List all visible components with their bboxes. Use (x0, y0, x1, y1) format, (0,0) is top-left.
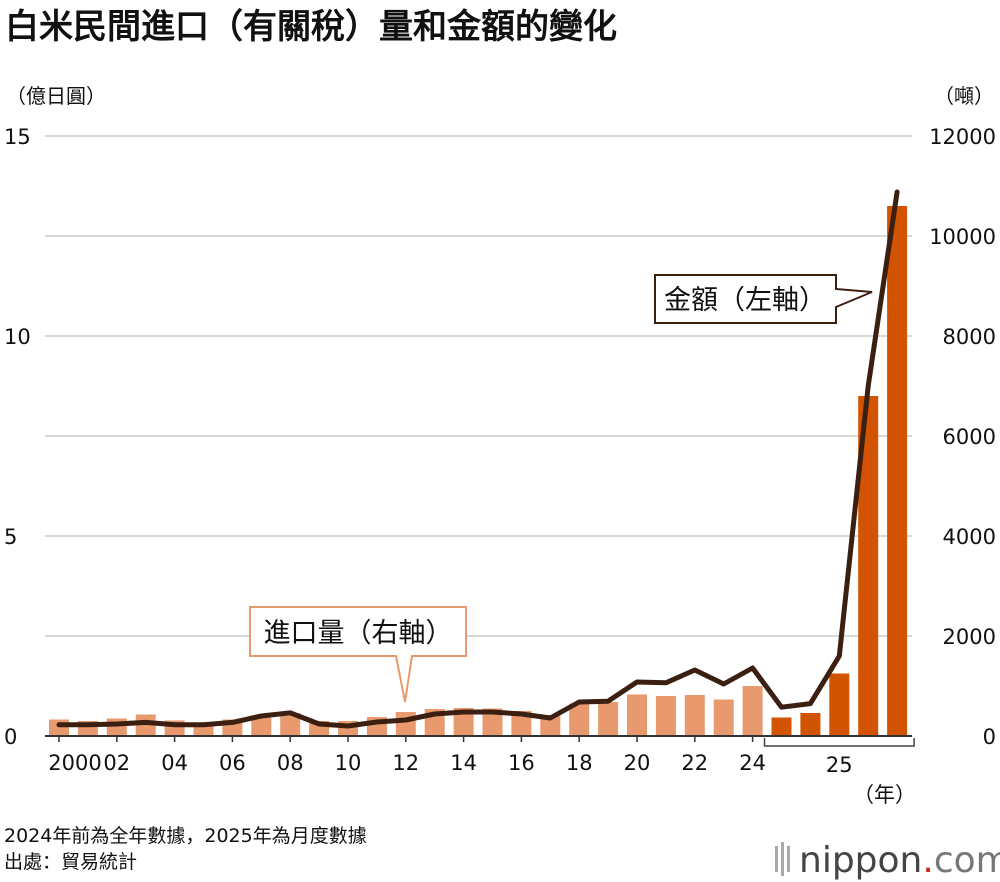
line-series (56, 189, 900, 729)
left-tick-0: 0 (4, 725, 17, 749)
right-tick-8000: 8000 (943, 325, 996, 349)
x-tick-12: 12 (392, 751, 419, 775)
left-axis-unit: （億日圓） (6, 84, 106, 108)
amount-line (56, 189, 900, 729)
left-tick-5: 5 (4, 525, 17, 549)
x-tick-24: 24 (739, 751, 766, 775)
bar-2015 (482, 708, 503, 736)
x-tick-20: 20 (624, 751, 651, 775)
logo-suffix: com (934, 840, 1000, 881)
bar-2021 (655, 696, 676, 736)
bar-2017 (540, 715, 561, 736)
bar-2016 (511, 711, 532, 736)
logo-dot: . (922, 840, 933, 881)
bar-2025-5 (887, 206, 908, 736)
x-tick-18: 18 (566, 751, 593, 775)
x-tick-10: 10 (335, 751, 362, 775)
right-tick-6000: 6000 (943, 425, 996, 449)
bar-2007 (251, 715, 272, 736)
volume-callout-label: 進口量（右軸） (264, 618, 453, 649)
bar-2025-3 (829, 673, 850, 736)
bar-2003 (135, 714, 156, 736)
bar-2025-2 (800, 713, 821, 736)
bar-2008 (280, 713, 301, 736)
callouts: 進口量（右軸） 金額（左軸） (249, 274, 873, 703)
logo-main: nippon (799, 840, 922, 881)
right-axis-unit: （噸） (934, 84, 994, 108)
amount-callout-box (654, 274, 873, 324)
right-tick-12000: 12000 (929, 125, 996, 149)
x-tick-02: 02 (103, 751, 130, 775)
bar-2012 (395, 712, 416, 736)
left-tick-15: 15 (4, 125, 31, 149)
chart-title: 白米民間進口（有關稅）量和金額的變化 (5, 7, 617, 47)
bar-2022 (684, 695, 705, 736)
bar-2025-1 (771, 717, 792, 736)
bar-2000 (49, 719, 69, 736)
logo-text: nippon.com (799, 840, 1000, 881)
right-tick-10000: 10000 (929, 225, 996, 249)
logo-mark-icon (775, 842, 790, 876)
x-tick-04: 04 (161, 751, 188, 775)
x-tick-06: 06 (219, 751, 246, 775)
volume-callout-box (249, 606, 467, 703)
x-tick-08: 08 (277, 751, 304, 775)
right-tick-4000: 4000 (943, 525, 996, 549)
gridlines (45, 135, 912, 637)
right-tick-0: 0 (983, 725, 996, 749)
left-tick-10: 10 (4, 325, 31, 349)
bar-2019 (598, 702, 619, 736)
nippon-logo: nippon.com (775, 840, 1000, 881)
x-tick-22: 22 (681, 751, 708, 775)
x-tick-14: 14 (450, 751, 477, 775)
monthly-bracket (763, 738, 915, 747)
x-tick-16: 16 (508, 751, 535, 775)
year-unit-label: （年） (853, 783, 916, 807)
note-data-scope: 2024年前為全年數據，2025年為月度數據 (4, 825, 367, 847)
x-tick-2000: 2000 (48, 751, 101, 775)
bar-2014 (453, 708, 474, 736)
bar-2020 (627, 694, 647, 736)
amount-callout-label: 金額（左軸） (664, 285, 826, 316)
bar-2024 (742, 686, 763, 736)
x-tick-25: 25 (826, 753, 853, 777)
bar-2023 (713, 699, 734, 736)
bar-2018 (569, 703, 590, 736)
bar-2025-4 (858, 396, 879, 736)
note-source: 出處：貿易統計 (4, 851, 137, 873)
right-tick-2000: 2000 (943, 625, 996, 649)
